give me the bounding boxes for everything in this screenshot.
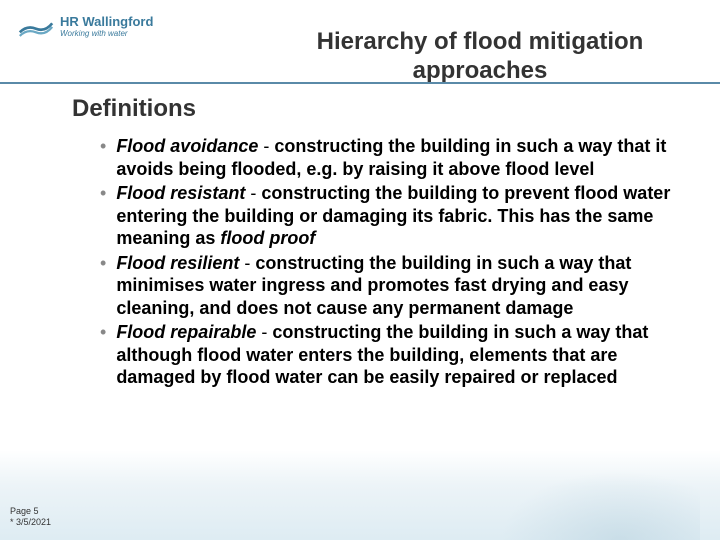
- content-area: • Flood avoidance - constructing the bui…: [100, 135, 680, 391]
- bullet-text: Flood resilient - constructing the build…: [116, 252, 680, 320]
- logo-icon: [18, 12, 54, 40]
- water-background: [0, 450, 720, 540]
- title-underline: [0, 82, 720, 84]
- separator: -: [256, 322, 272, 342]
- bullet-item: • Flood resistant - constructing the bui…: [100, 182, 680, 250]
- water-splash: [500, 470, 700, 540]
- term: Flood resilient: [116, 253, 239, 273]
- bullet-marker: •: [100, 135, 106, 180]
- bullet-marker: •: [100, 252, 106, 320]
- bullet-marker: •: [100, 182, 106, 250]
- footer: Page 5 * 3/5/2021: [10, 506, 51, 528]
- bullet-marker: •: [100, 321, 106, 389]
- footer-date: * 3/5/2021: [10, 517, 51, 528]
- page-number: Page 5: [10, 506, 51, 517]
- term: Flood repairable: [116, 322, 256, 342]
- logo: HR Wallingford Working with water: [18, 12, 153, 40]
- term: Flood resistant: [116, 183, 245, 203]
- bullet-text: Flood repairable - constructing the buil…: [116, 321, 680, 389]
- term-inline: flood proof: [220, 228, 315, 248]
- separator: -: [239, 253, 255, 273]
- separator: -: [245, 183, 261, 203]
- logo-tagline: Working with water: [60, 30, 153, 38]
- bullet-item: • Flood resilient - constructing the bui…: [100, 252, 680, 320]
- bullet-text: Flood resistant - constructing the build…: [116, 182, 680, 250]
- term: Flood avoidance: [116, 136, 258, 156]
- logo-name: HR Wallingford: [60, 15, 153, 28]
- bullet-text: Flood avoidance - constructing the build…: [116, 135, 680, 180]
- separator: -: [258, 136, 274, 156]
- subtitle: Definitions: [72, 95, 196, 123]
- logo-text: HR Wallingford Working with water: [60, 15, 153, 38]
- bullet-item: • Flood repairable - constructing the bu…: [100, 321, 680, 389]
- header: HR Wallingford Working with water Hierar…: [0, 0, 720, 85]
- slide-title: Hierarchy of flood mitigation approaches: [270, 28, 690, 86]
- bullet-item: • Flood avoidance - constructing the bui…: [100, 135, 680, 180]
